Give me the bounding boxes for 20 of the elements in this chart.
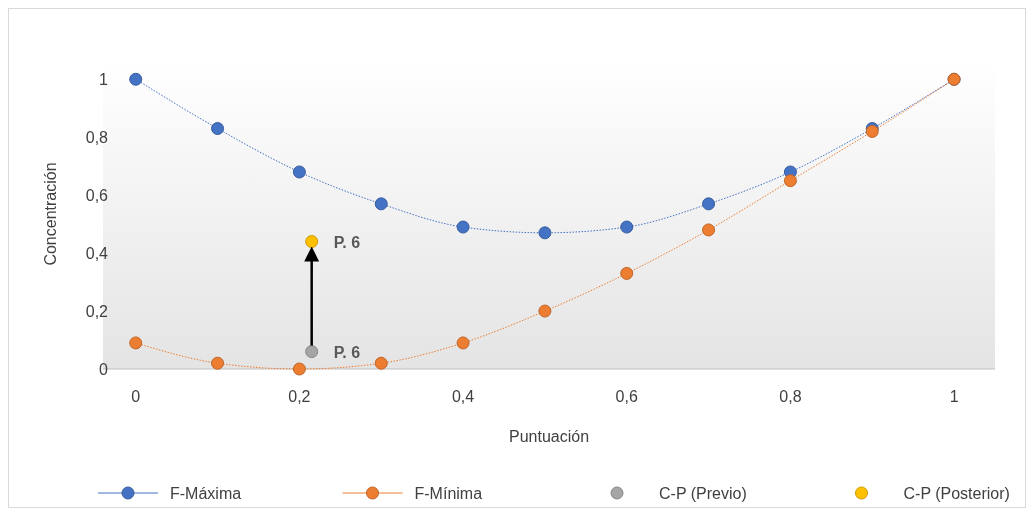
annotation: P. 6 — [333, 233, 361, 251]
annotation: P. 6 — [333, 343, 361, 361]
x-tick-label: 0,2 — [288, 388, 311, 405]
x-tick-label: 0,4 — [451, 388, 475, 405]
y-tick-label: 0,6 — [85, 187, 109, 205]
x-tick-label: 1 — [949, 388, 959, 405]
x-axis-title: Puntuación — [508, 428, 590, 445]
x-tick-label: 0,6 — [615, 388, 638, 405]
y-tick-label: 0,8 — [85, 129, 109, 147]
x-tick-label: 0 — [131, 388, 141, 405]
y-tick-label: 0 — [99, 361, 109, 378]
legend-label: C-P (Posterior) — [903, 485, 1010, 502]
y-tick-label: 0,2 — [85, 303, 109, 321]
y-tick-label: 0,4 — [85, 245, 109, 263]
legend-label: C-P (Previo) — [659, 485, 747, 502]
legend-label: F-Máxima — [170, 485, 242, 502]
y-tick-label: 1 — [99, 71, 109, 89]
y-axis-title: Concentración — [42, 162, 59, 266]
legend-label: F-Mínima — [414, 485, 483, 502]
x-tick-label: 0,8 — [779, 388, 802, 405]
